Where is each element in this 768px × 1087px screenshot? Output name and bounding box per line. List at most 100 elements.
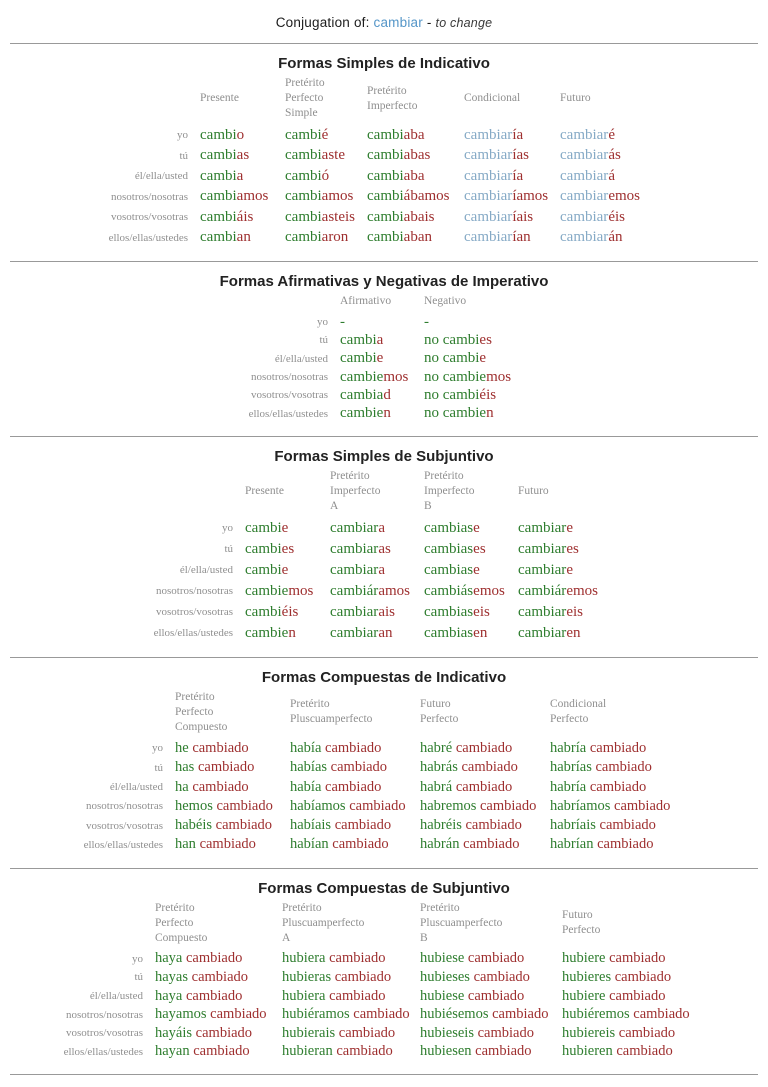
pronoun-label: nosotros/nosotras [251,371,328,384]
conjugated-form: cambie [245,520,330,537]
conjugated-form: habrán cambiado [420,836,550,853]
word-segment: cambiado [463,836,520,853]
conjugated-form: hubieran cambiado [282,1043,420,1060]
column-header: Futuro Perfecto [420,697,550,727]
conjugated-form: hubiereis cambiado [562,1025,742,1042]
word-segment: no cambi [424,331,480,348]
pronoun-label: nosotros/nosotras [156,585,233,598]
column-header-line: A [330,499,339,512]
word-segment: cambiar [518,561,567,578]
word-segment: amos [236,188,269,205]
word-segment: cambiado [609,987,666,1004]
column-header-line: Condicional [464,92,521,104]
conjugated-form: has cambiado [175,759,290,776]
word-segment: - [340,313,345,330]
word-segment: aron [321,229,349,246]
column-header-row: Pretérito Perfecto Compuesto Pretérito Plusc… [0,901,768,946]
conjugated-form: habréis cambiado [420,817,550,834]
conjugated-form: cambiase [424,562,518,579]
word-segment: cambiado [616,1043,673,1060]
word-segment: cambi [200,167,237,184]
word-segment: hubiera [282,950,330,967]
word-segment: había [290,739,326,756]
word-segment: cambi [367,208,404,225]
compound-indicative-table: Pretérito Perfecto Compuesto Pretérito Plusc… [0,690,768,855]
column-header-row: Presente Pretérito Imperfecto A Pretérito Imp… [0,469,768,514]
column-header-line: Compuesto [175,720,228,733]
word-segment: han [175,836,200,853]
section-imperative: Formas Afirmativas y Negativas de Impera… [0,273,768,423]
column-header-row: Pretérito Perfecto Compuesto Pretérito Plusc… [0,690,768,735]
column-header-line: Presente [245,484,284,497]
section-heading: Formas Compuestas de Indicativo [261,668,507,686]
word-segment: cambiado [216,797,273,814]
word-segment: cambiar [560,147,609,164]
word-segment: es [566,540,579,557]
conjugated-form: cambien [340,405,424,422]
word-segment: an [378,624,393,641]
pronoun-label: yo [177,129,188,142]
word-segment: cambiado [195,1024,253,1041]
conjugated-form: cambiase [424,520,518,537]
conjugated-form: cambiara [330,562,424,579]
word-segment: amos [378,582,410,599]
conjugated-form: había cambiado [290,740,420,757]
word-segment: cambiar [518,519,567,536]
word-segment: n [288,624,296,641]
word-segment: en [566,624,581,641]
conjugated-form: ha cambiado [175,779,290,796]
conjugated-form: hubieren cambiado [562,1043,742,1060]
conjugated-form: hayas cambiado [155,969,282,986]
word-segment: e [281,561,289,578]
conjugated-form: habías cambiado [290,759,420,776]
word-segment: hubierais [282,1024,339,1041]
conjugated-form: cambiasen [424,625,518,642]
word-segment: cambi [367,167,404,184]
word-segment: hubiesen [420,1043,476,1060]
word-segment: cambi [285,167,322,184]
word-segment: hubiéremos [562,1006,634,1023]
conjugation-row: él/ella/usted cambia cambió cambiaba cambiar… [0,166,768,187]
conjugated-form: cambiarán [560,229,720,246]
pronoun-label: vosotros/vosotras [156,606,233,619]
conjugation-row: yo - - [0,313,768,331]
conjugated-form: cambiarás [560,147,720,164]
word-segment: cambi [200,229,237,246]
word-segment: cambi [245,561,282,578]
word-segment: cambi [285,126,322,143]
word-segment: hubieran [282,1043,337,1060]
conjugated-form: hayáis cambiado [155,1025,282,1042]
word-segment: habíamos [290,797,350,814]
conjugated-form: cambiamos [285,188,367,205]
word-segment: cambiado [336,1043,393,1060]
word-segment: cambiado [325,778,382,795]
word-segment: cambiado [467,950,525,967]
conjugated-form: no cambien [424,405,644,422]
column-header-line: Condicional [550,698,607,711]
conjugated-form: cambiare [518,562,678,579]
word-segment: cambiado [215,817,273,834]
conjugation-row: yo he cambiado había cambiado habré cambiad… [0,739,768,758]
word-segment: cambiado [599,817,656,834]
section-simple-subjunctive: Formas Simples de Subjuntivo Presente Pre… [0,448,768,644]
conjugation-row: nosotros/nosotras cambiemos cambiáramos cam… [0,581,768,602]
conjugation-row: yo cambie cambiara cambiase cambiare [0,518,768,539]
conjugated-form: hubierais cambiado [282,1025,420,1042]
word-segment: án [608,229,623,246]
word-segment: cambiar [560,188,609,205]
word-segment: emos [566,582,598,599]
conjugated-form: habían cambiado [290,836,420,853]
word-segment: cambiado [193,1043,250,1060]
column-header: Pretérito Pluscuamperfecto [290,697,420,727]
word-segment: mos [288,582,314,599]
conjugated-form: cambiáis [200,209,285,226]
conjugated-form: había cambiado [290,779,420,796]
word-segment: ás [608,147,621,164]
conjugated-form: cambiemos [245,583,330,600]
word-segment: cambiado [597,836,654,853]
pronoun-label: tú [319,334,328,347]
word-segment: cambiado [614,968,672,985]
word-segment: cambiado [192,778,249,795]
conjugated-form: cambiarais [330,604,424,621]
